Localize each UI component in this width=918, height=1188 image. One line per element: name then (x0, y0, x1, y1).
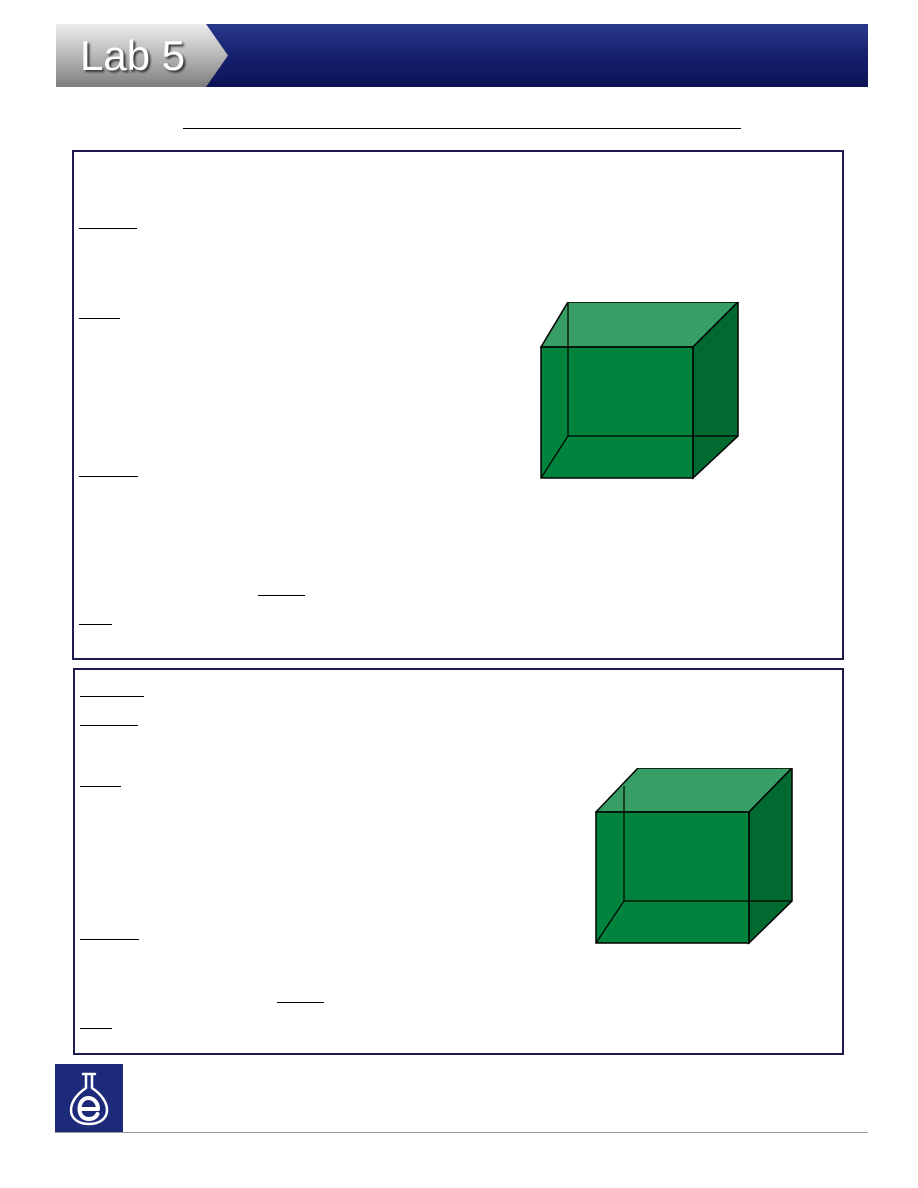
blank-line[interactable] (80, 786, 121, 787)
blank-line[interactable] (79, 228, 137, 229)
blank-line[interactable] (258, 595, 305, 596)
blank-line[interactable] (80, 696, 144, 697)
blank-line[interactable] (80, 1028, 112, 1029)
blank-line[interactable] (80, 939, 139, 940)
blank-line[interactable] (79, 624, 112, 625)
flask-e-icon (55, 1064, 123, 1132)
blank-line[interactable] (79, 318, 120, 319)
footer-rule (55, 1132, 868, 1133)
worksheet-box-2 (73, 668, 844, 1055)
cube-diagram-1 (540, 302, 740, 480)
worksheet-box-1 (72, 150, 844, 660)
lab-title: Lab 5 (80, 32, 186, 79)
header-banner: Lab 5 (56, 24, 868, 87)
blank-line[interactable] (277, 1002, 324, 1003)
blank-line[interactable] (79, 476, 138, 477)
cube-diagram-2 (595, 768, 794, 945)
header-graphic (56, 24, 868, 87)
blank-line[interactable] (80, 725, 138, 726)
title-underline (183, 128, 741, 129)
